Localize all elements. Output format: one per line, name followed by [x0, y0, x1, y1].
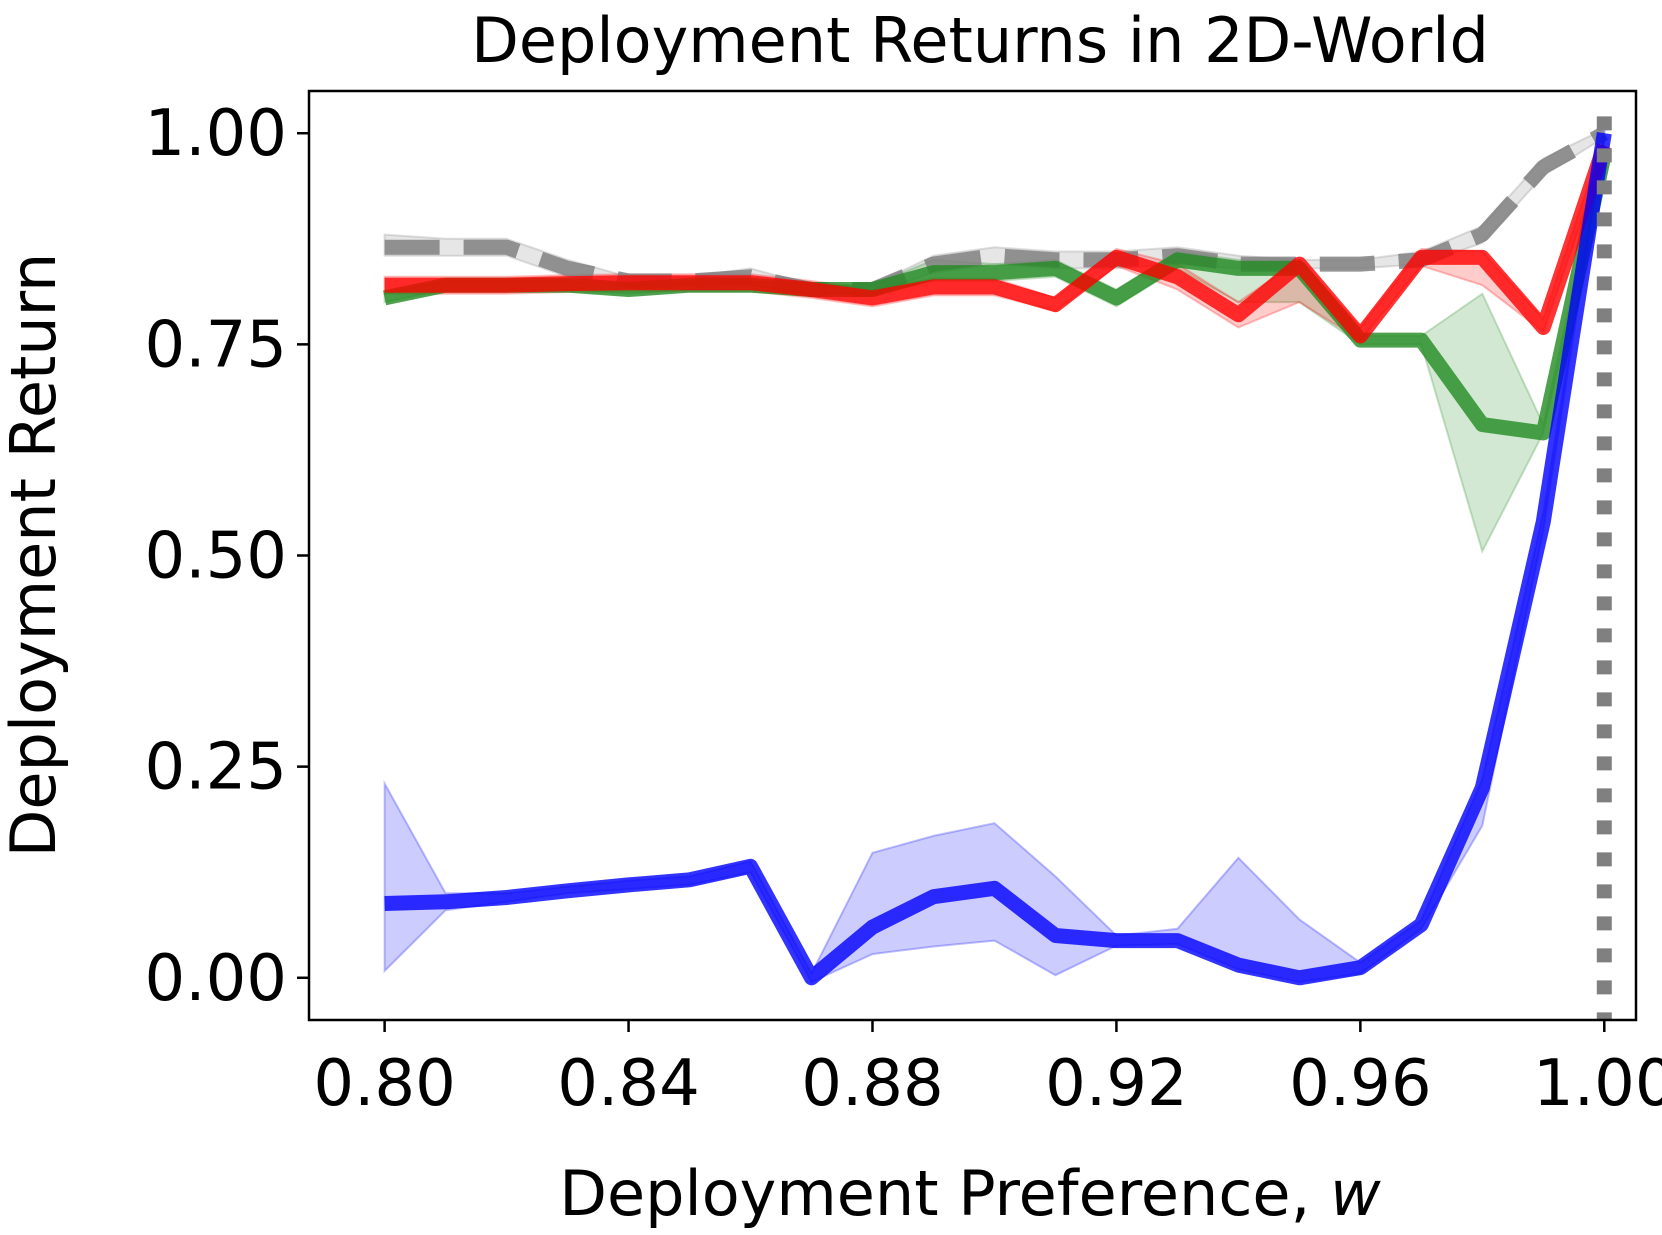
y-axis-label: Deployment Return	[0, 253, 70, 858]
y-tick-label: 0.00	[145, 942, 288, 1016]
x-axis-ticks: 0.80 0.84 0.88 0.92 0.96 1.00	[313, 1020, 1662, 1121]
x-axis-label-variable: w	[1330, 1157, 1381, 1230]
x-tick-label: 0.80	[313, 1047, 456, 1121]
series-lines	[383, 126, 1612, 986]
chart-title: Deployment Returns in 2D-World	[471, 4, 1489, 77]
y-tick-label: 0.50	[145, 520, 288, 594]
x-tick-label: 0.84	[557, 1047, 700, 1121]
y-tick-label: 0.75	[145, 308, 288, 382]
x-tick-label: 0.96	[1289, 1047, 1432, 1121]
series-2-band	[383, 137, 1606, 342]
y-tick-label: 1.00	[145, 97, 288, 171]
y-tick-label: 0.25	[145, 731, 288, 805]
x-tick-label: 0.92	[1045, 1047, 1188, 1121]
x-tick-label: 1.00	[1533, 1047, 1662, 1121]
series-2-line	[384, 143, 1612, 344]
x-axis-label: Deployment Preference, w	[559, 1157, 1381, 1230]
x-axis-label-text: Deployment Preference,	[559, 1157, 1330, 1230]
series-0-line	[384, 126, 1608, 297]
x-tick-label: 0.88	[801, 1047, 944, 1121]
y-axis-ticks: 0.00 0.25 0.50 0.75 1.00	[145, 97, 309, 1016]
series-3-line	[384, 132, 1612, 986]
